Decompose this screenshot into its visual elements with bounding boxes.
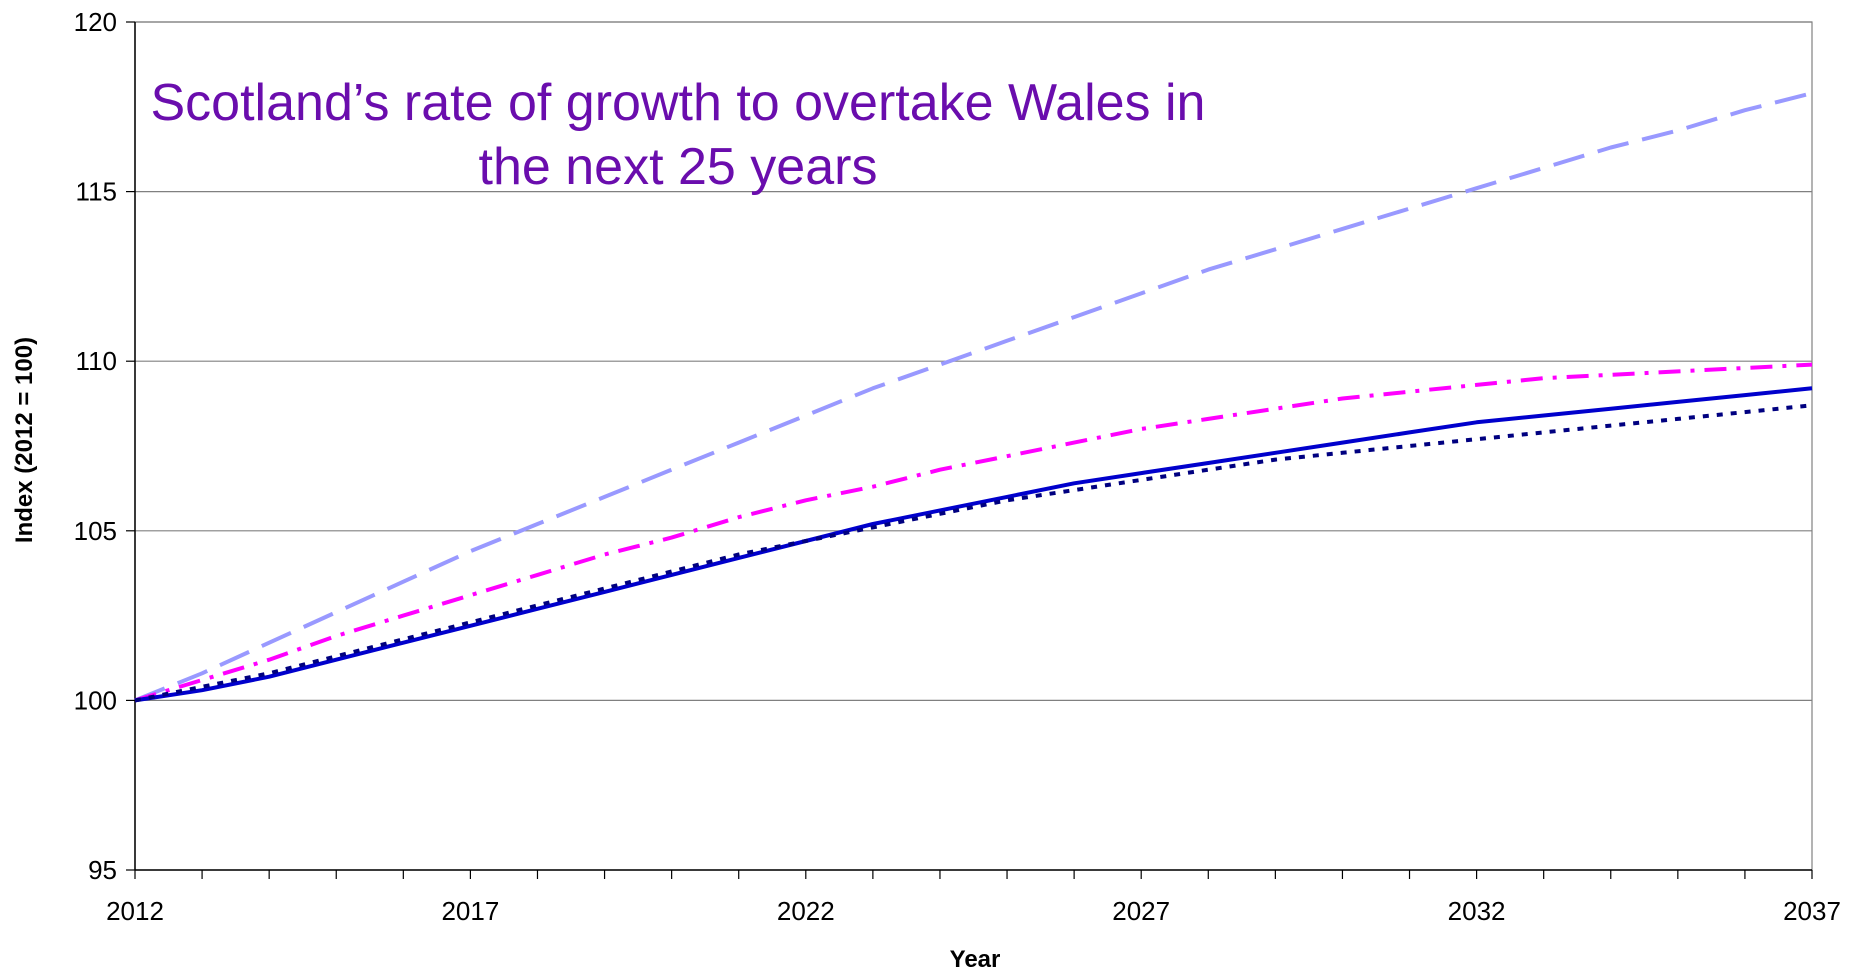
chart-title-line-2: the next 25 years xyxy=(479,138,878,196)
plot-frame xyxy=(134,21,1813,871)
y-tick-label-120: 120 xyxy=(74,7,117,37)
x-axis-title: Year xyxy=(950,946,1001,973)
x-tick-label-2032: 2032 xyxy=(1448,896,1506,926)
y-axis-title: Index (2012 = 100) xyxy=(11,337,38,543)
x-tick-label-2037: 2037 xyxy=(1783,896,1841,926)
series-line-2 xyxy=(134,362,1813,703)
y-tick-label-115: 115 xyxy=(76,177,117,207)
labels-layer: 95 100 105 110 115 120 2012 2017 2022 2027 2032 203… xyxy=(74,7,1841,926)
y-tick-label-105: 105 xyxy=(74,516,117,546)
chart-title-line-1: Scotland’s rate of growth to overtake Wa… xyxy=(151,74,1206,132)
series-line-1 xyxy=(134,91,1813,703)
y-tick-label-100: 100 xyxy=(74,685,117,715)
axes-layer xyxy=(126,21,1813,879)
y-tick-label-95: 95 xyxy=(88,855,117,885)
series-line-3 xyxy=(134,386,1813,703)
x-tick-label-2022: 2022 xyxy=(777,896,835,926)
y-tick-label-110: 110 xyxy=(76,346,117,376)
x-tick-label-2017: 2017 xyxy=(441,896,499,926)
series-line-4 xyxy=(134,403,1813,703)
x-tick-label-2027: 2027 xyxy=(1112,896,1170,926)
series-layer xyxy=(134,91,1813,703)
x-tick-label-2012: 2012 xyxy=(106,896,164,926)
